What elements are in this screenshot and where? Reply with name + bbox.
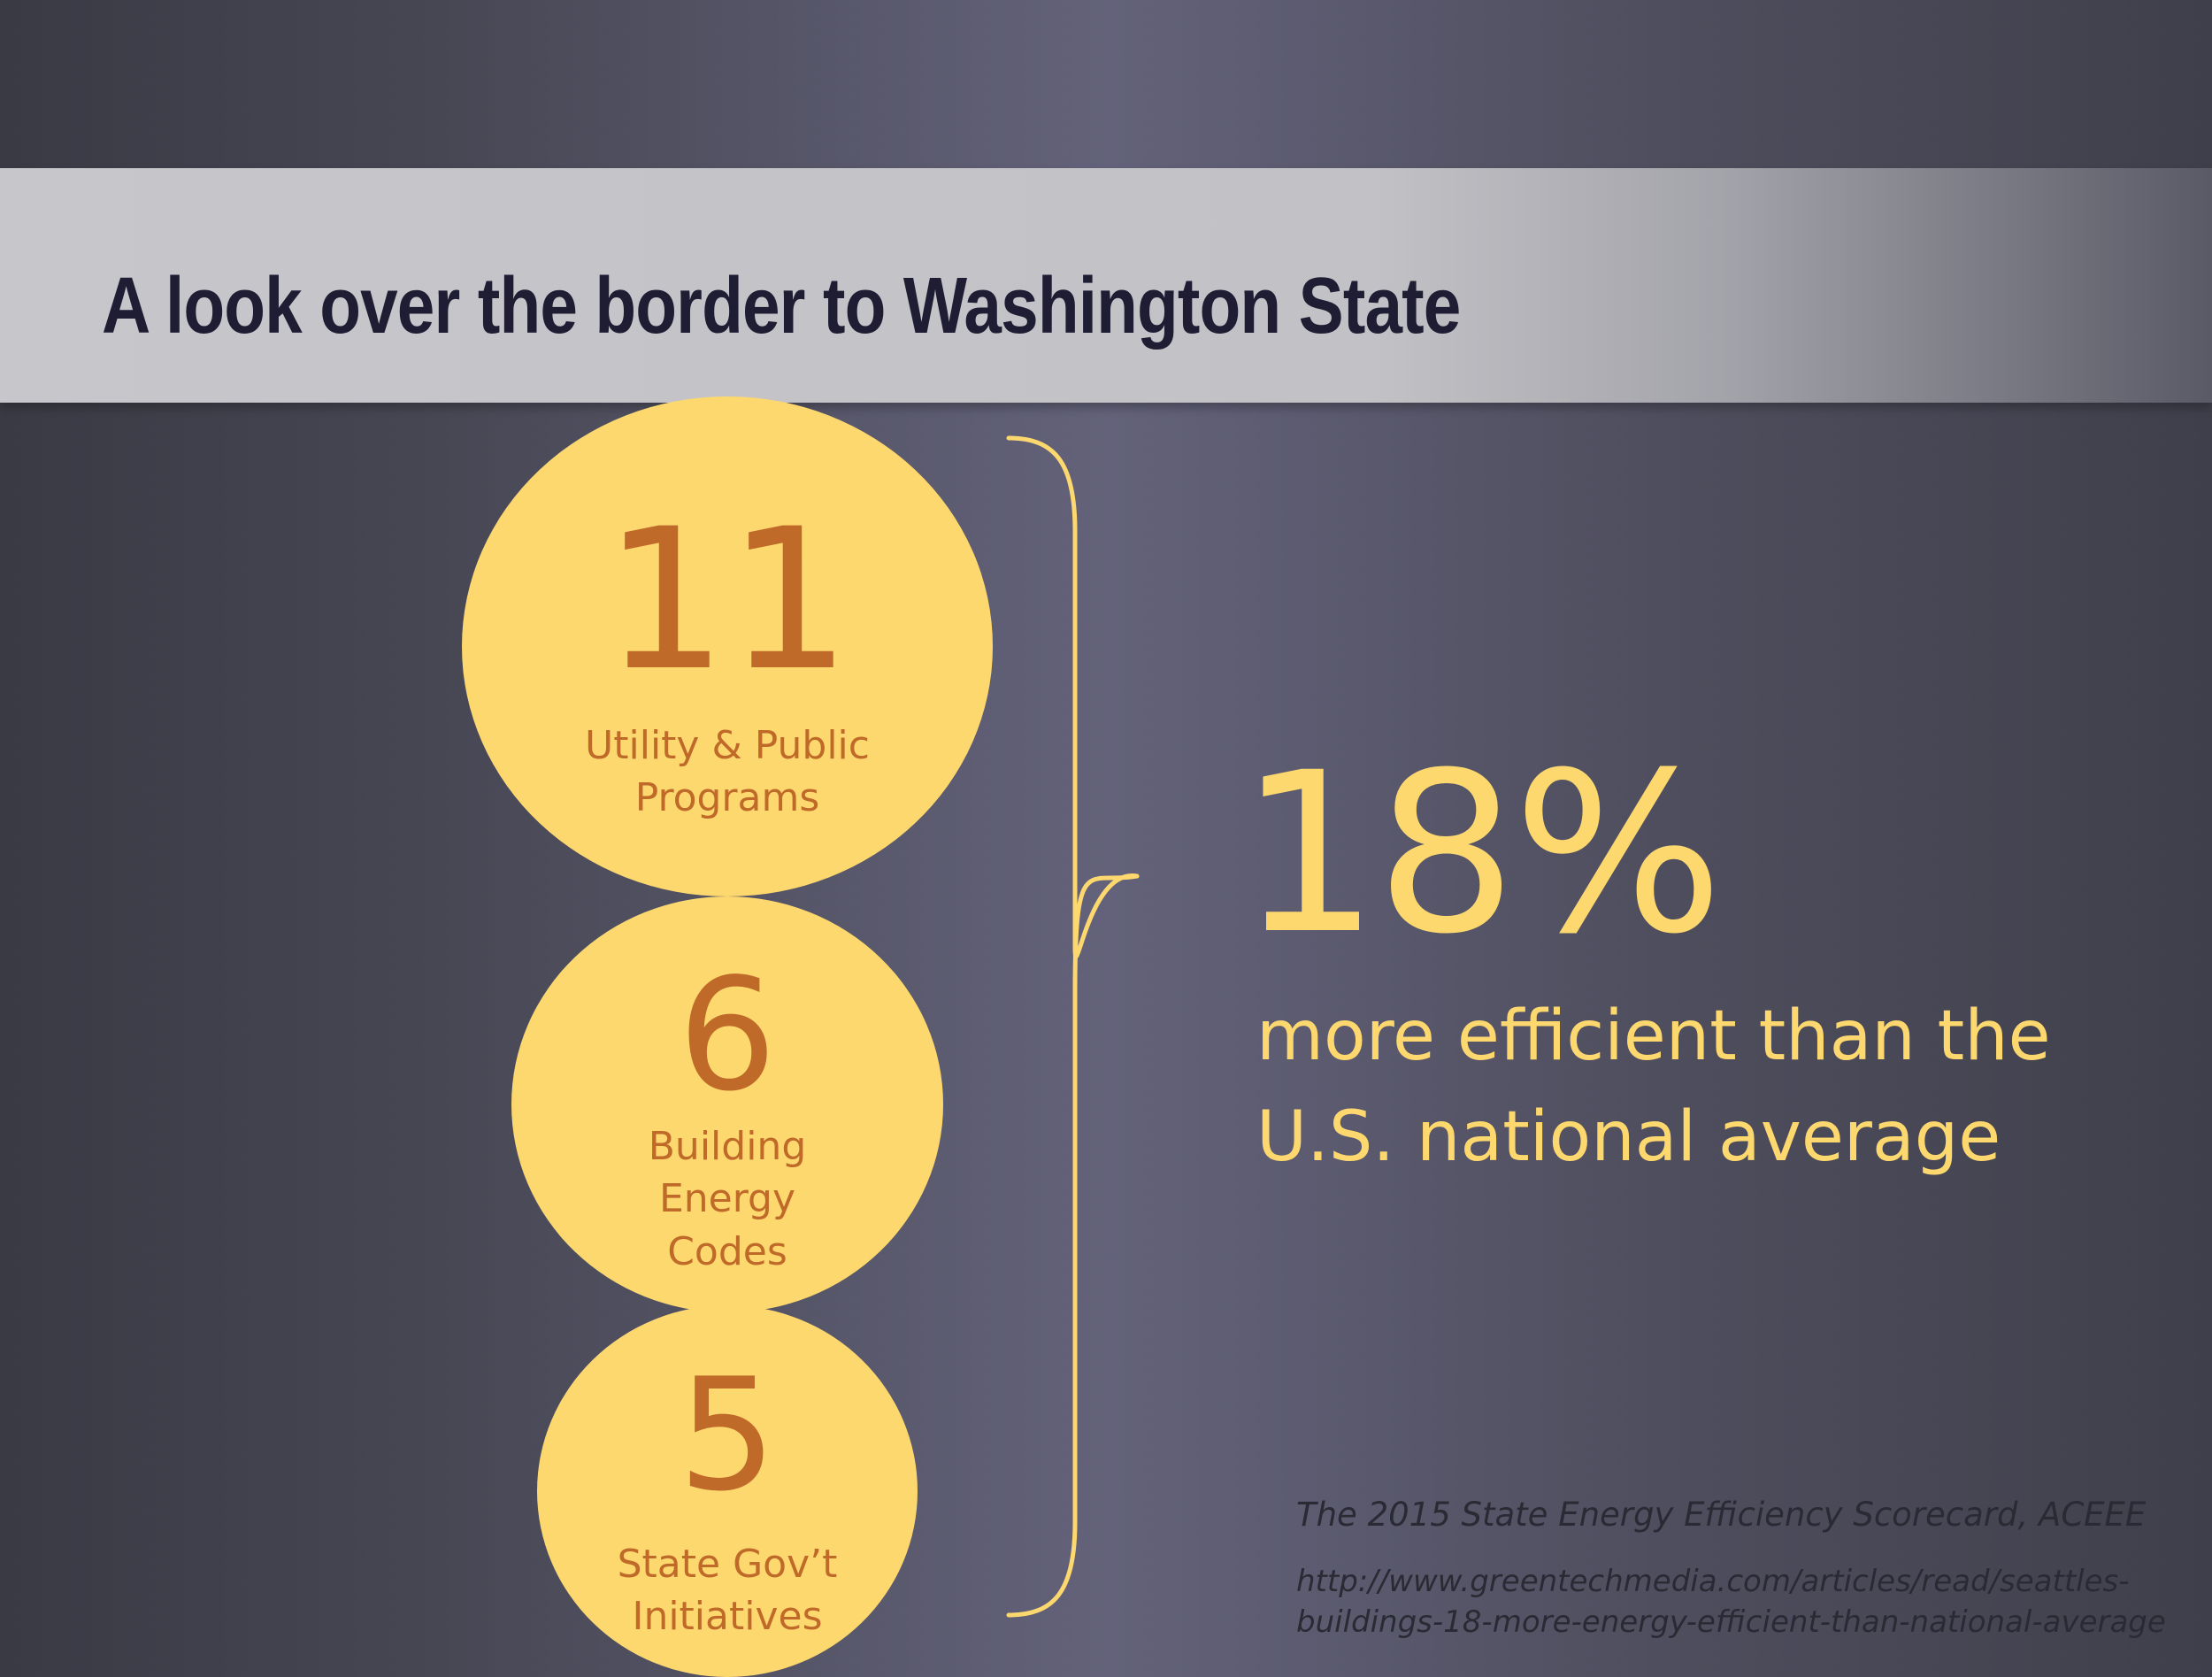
source-url-line[interactable]: buildings-18-more-energy-efficient-than-… <box>1296 1604 2166 1640</box>
headline-line: more efficient than the <box>1256 996 2051 1076</box>
headline-description: more efficient than the U.S. national av… <box>1256 987 2177 1189</box>
stat-label-line: Building <box>648 1124 807 1169</box>
stat-label-line: State Gov’t <box>617 1542 838 1587</box>
stat-label-line: Codes <box>667 1228 787 1274</box>
title-band <box>0 168 2212 403</box>
stat-label: Building Energy Codes <box>511 1120 943 1278</box>
stat-label-line: Initiatives <box>632 1594 823 1640</box>
headline-line: U.S. national average <box>1256 1096 2001 1177</box>
stat-circle-building-codes: 6 Building Energy Codes <box>511 896 943 1312</box>
slide-title: A look over the border to Washington Sta… <box>102 262 1461 350</box>
stat-label-line: Utility & Public <box>585 723 870 768</box>
stat-circle-utility-programs: 11 Utility & Public Programs <box>462 396 993 896</box>
stat-label: State Gov’t Initiatives <box>537 1538 918 1643</box>
stat-label-line: Energy <box>658 1176 796 1222</box>
source-citation: The 2015 State Energy Efficiency Scoreca… <box>1296 1496 2147 1534</box>
curly-brace-icon <box>1006 435 1140 1618</box>
source-url-line[interactable]: http://www.greentechmedia.com/articles/r… <box>1296 1564 2130 1599</box>
stat-number: 11 <box>603 487 851 713</box>
source-url[interactable]: http://www.greentechmedia.com/articles/r… <box>1296 1562 2166 1643</box>
stat-label-line: Programs <box>634 775 820 821</box>
headline-percentage: 18% <box>1239 725 1724 982</box>
stat-number: 6 <box>678 946 777 1126</box>
stat-number: 5 <box>678 1346 777 1526</box>
stat-circle-state-initiatives: 5 State Gov’t Initiatives <box>537 1305 918 1677</box>
stat-label: Utility & Public Programs <box>462 719 993 825</box>
